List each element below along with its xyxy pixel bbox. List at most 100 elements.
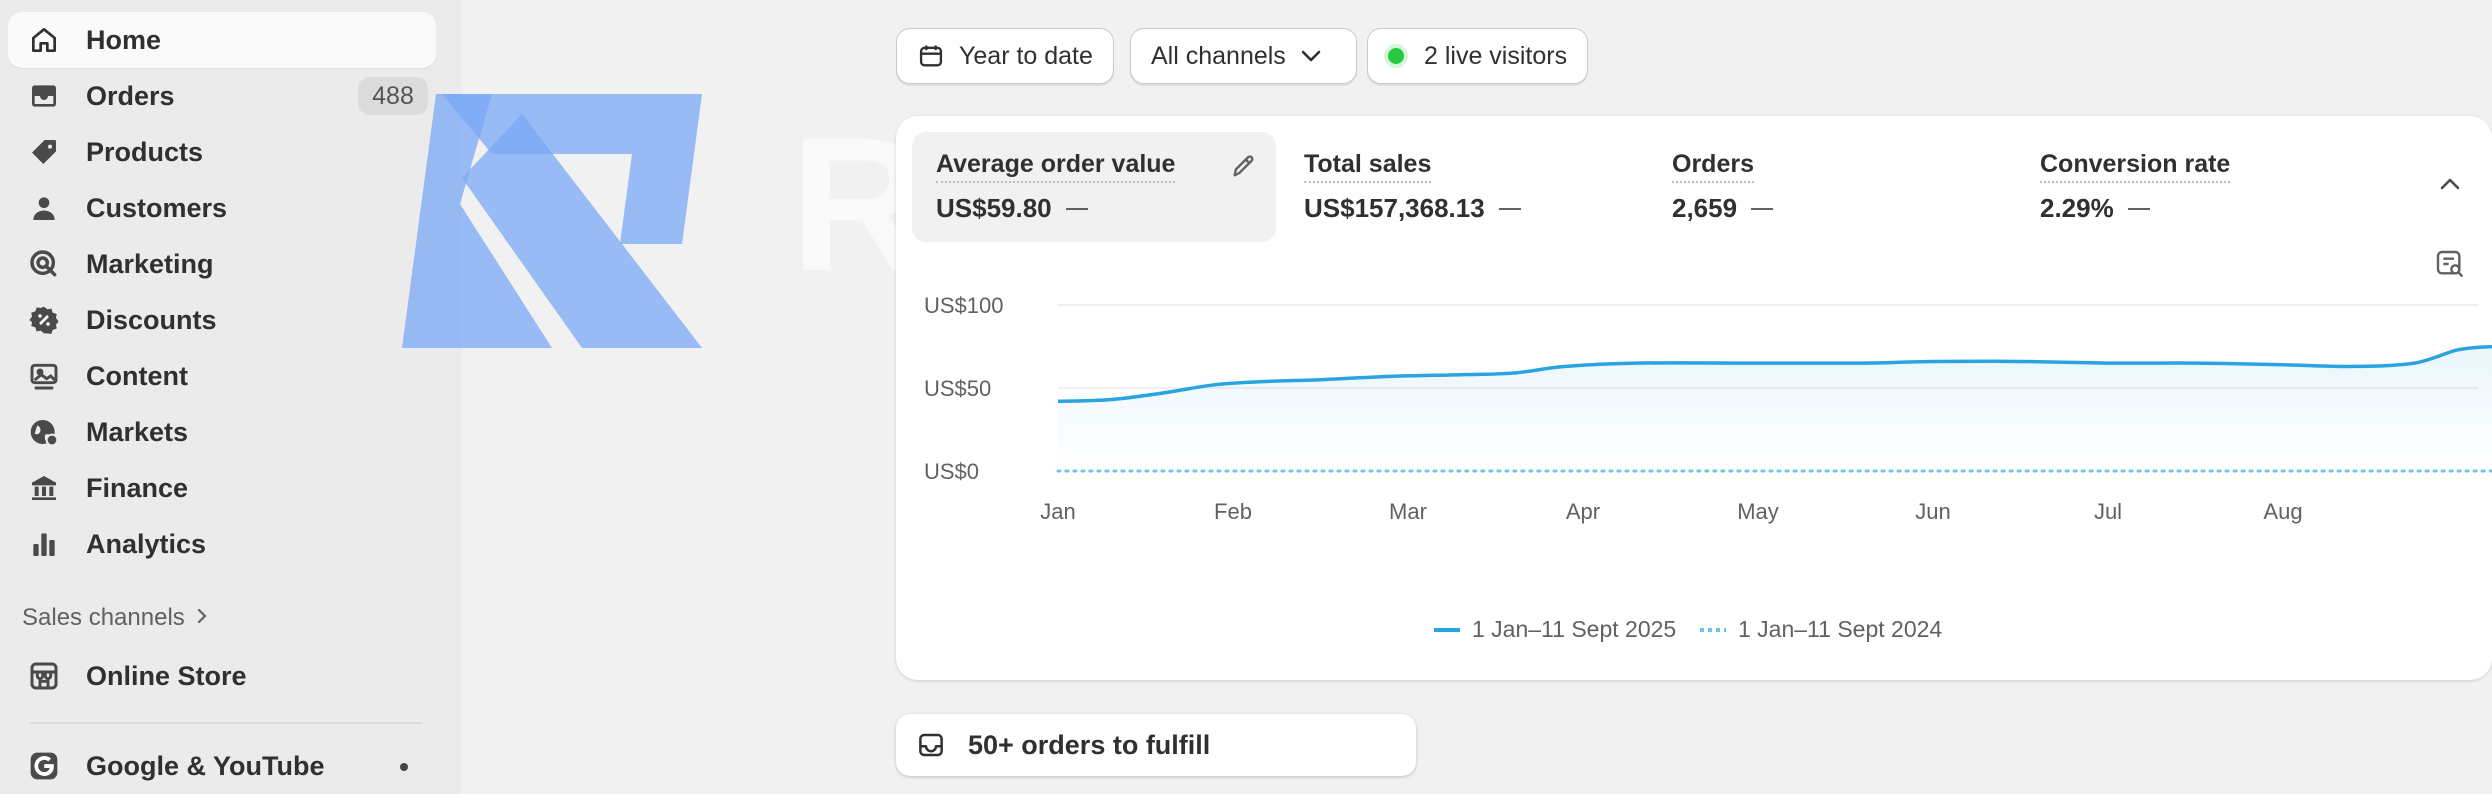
bank-icon [26,470,62,506]
y-tick-label: US$0 [924,459,979,484]
legend-swatch-dotted [1700,627,1726,632]
sidebar-item-google-youtube[interactable]: Google & YouTube [8,738,436,794]
sidebar-item-label: Content [86,360,188,391]
trend-dash [1065,207,1088,210]
orders-to-fulfill-card[interactable]: 50+ orders to fulfill [896,714,1416,776]
globe-icon [26,414,62,450]
channels-label: All channels [1151,41,1286,70]
x-tick-label: Apr [1566,499,1600,524]
x-tick-label: Jan [1040,499,1075,524]
legend-label: 1 Jan–11 Sept 2025 [1472,616,1677,642]
series-line-0 [1057,344,2492,404]
store-icon [26,658,62,694]
metric-total-sales[interactable]: Total sales US$157,368.13 [1280,132,1644,242]
legend-item-2025[interactable]: 1 Jan–11 Sept 2025 [1434,616,1676,643]
sidebar-divider [30,722,422,724]
bar-chart-icon [26,526,62,562]
sidebar-item-products[interactable]: Products [8,124,436,180]
metric-label: Average order value [936,150,1176,183]
sidebar-item-finance[interactable]: Finance [8,460,436,516]
aov-line-chart: US$0 US$50 US$100 Jan Feb Mar Apr May Jun Jul Aug [924,293,2492,524]
edit-pencil-icon[interactable] [1230,152,1258,185]
legend-label: 1 Jan–11 Sept 2024 [1738,616,1943,642]
sidebar-item-discounts[interactable]: Discounts [8,292,436,348]
sidebar: Home Orders 488 Products Customers Marke… [0,0,462,794]
sidebar-item-orders[interactable]: Orders 488 [8,68,436,124]
date-range-button[interactable]: Year to date [896,28,1114,84]
sidebar-item-analytics[interactable]: Analytics [8,516,436,572]
sidebar-item-label: Marketing [86,248,214,279]
discount-icon [26,302,62,338]
sidebar-item-label: Orders [86,80,175,111]
tag-icon [26,134,62,170]
metric-value: US$157,368.13 [1304,193,1620,224]
trend-dash [2127,207,2150,210]
series-area [1058,346,2492,471]
x-tick-label: Mar [1389,499,1427,524]
chart-insight-icon[interactable] [2434,248,2466,285]
trend-dash [1498,207,1521,210]
sidebar-item-label: Markets [86,416,189,447]
sidebar-item-label: Customers [86,192,228,223]
person-icon [26,190,62,226]
sidebar-item-customers[interactable]: Customers [8,180,436,236]
metric-value: 2,659 [1672,193,1988,224]
x-tick-label: Jul [2094,499,2122,524]
sidebar-item-marketing[interactable]: Marketing [8,236,436,292]
metric-value-text: US$157,368.13 [1304,193,1485,223]
sales-channels-header[interactable]: Sales channels [22,604,209,632]
brand-logo-icon [402,94,702,348]
metric-label: Total sales [1304,150,1432,183]
sidebar-item-label: Discounts [86,304,217,335]
x-tick-label: Jun [1915,499,1950,524]
sidebar-item-label: Online Store [86,660,247,691]
metric-value: US$59.80 [936,193,1252,224]
sidebar-item-label: Finance [86,472,189,503]
inbox-icon [919,733,943,757]
metrics-card: Average order value US$59.80 Total sales… [896,116,2492,680]
x-tick-label: Aug [2263,499,2302,524]
metric-value-text: US$59.80 [936,193,1052,223]
y-tick-label: US$100 [924,293,1004,318]
chevron-up-icon[interactable] [2438,176,2462,197]
live-visitors-button[interactable]: 2 live visitors [1367,28,1589,84]
sidebar-item-content[interactable]: Content [8,348,436,404]
x-tick-label: May [1737,499,1779,524]
live-visitors-label: 2 live visitors [1424,41,1568,70]
legend-swatch-solid [1434,627,1460,632]
target-icon [26,246,62,282]
metric-label: Orders [1672,150,1754,183]
sidebar-item-label: Google & YouTube [86,750,325,781]
metric-label: Conversion rate [2040,150,2231,183]
chevron-down-icon [1301,50,1321,62]
metric-value: 2.29% [2040,193,2356,224]
chevron-right-icon [195,604,209,632]
sidebar-item-markets[interactable]: Markets [8,404,436,460]
status-dot [400,763,408,771]
sidebar-item-home[interactable]: Home [8,12,436,68]
live-indicator-dot [1388,48,1404,64]
y-tick-label: US$50 [924,376,991,401]
sales-channels-label: Sales channels [22,604,185,631]
sidebar-item-label: Products [86,136,204,167]
metric-value-text: 2.29% [2040,193,2114,223]
date-range-label: Year to date [959,41,1093,70]
sidebar-item-label: Analytics [86,528,207,559]
orders-to-fulfill-label: 50+ orders to fulfill [968,729,1211,760]
inbox-icon [26,78,62,114]
sidebar-item-label: Home [86,24,162,55]
legend-item-2024[interactable]: 1 Jan–11 Sept 2024 [1700,616,1942,643]
google-icon [26,748,62,784]
metric-orders[interactable]: Orders 2,659 [1648,132,2012,242]
channels-dropdown[interactable]: All channels [1130,28,1357,84]
metric-conversion-rate[interactable]: Conversion rate 2.29% [2016,132,2380,242]
metric-value-text: 2,659 [1672,193,1738,223]
home-icon [26,22,62,58]
orders-count-badge: 488 [358,77,428,115]
trend-dash [1751,207,1774,210]
sidebar-item-online-store[interactable]: Online Store [8,648,436,704]
x-tick-label: Feb [1214,499,1252,524]
image-icon [26,358,62,394]
calendar-icon [919,45,943,67]
metric-average-order-value[interactable]: Average order value US$59.80 [912,132,1276,242]
